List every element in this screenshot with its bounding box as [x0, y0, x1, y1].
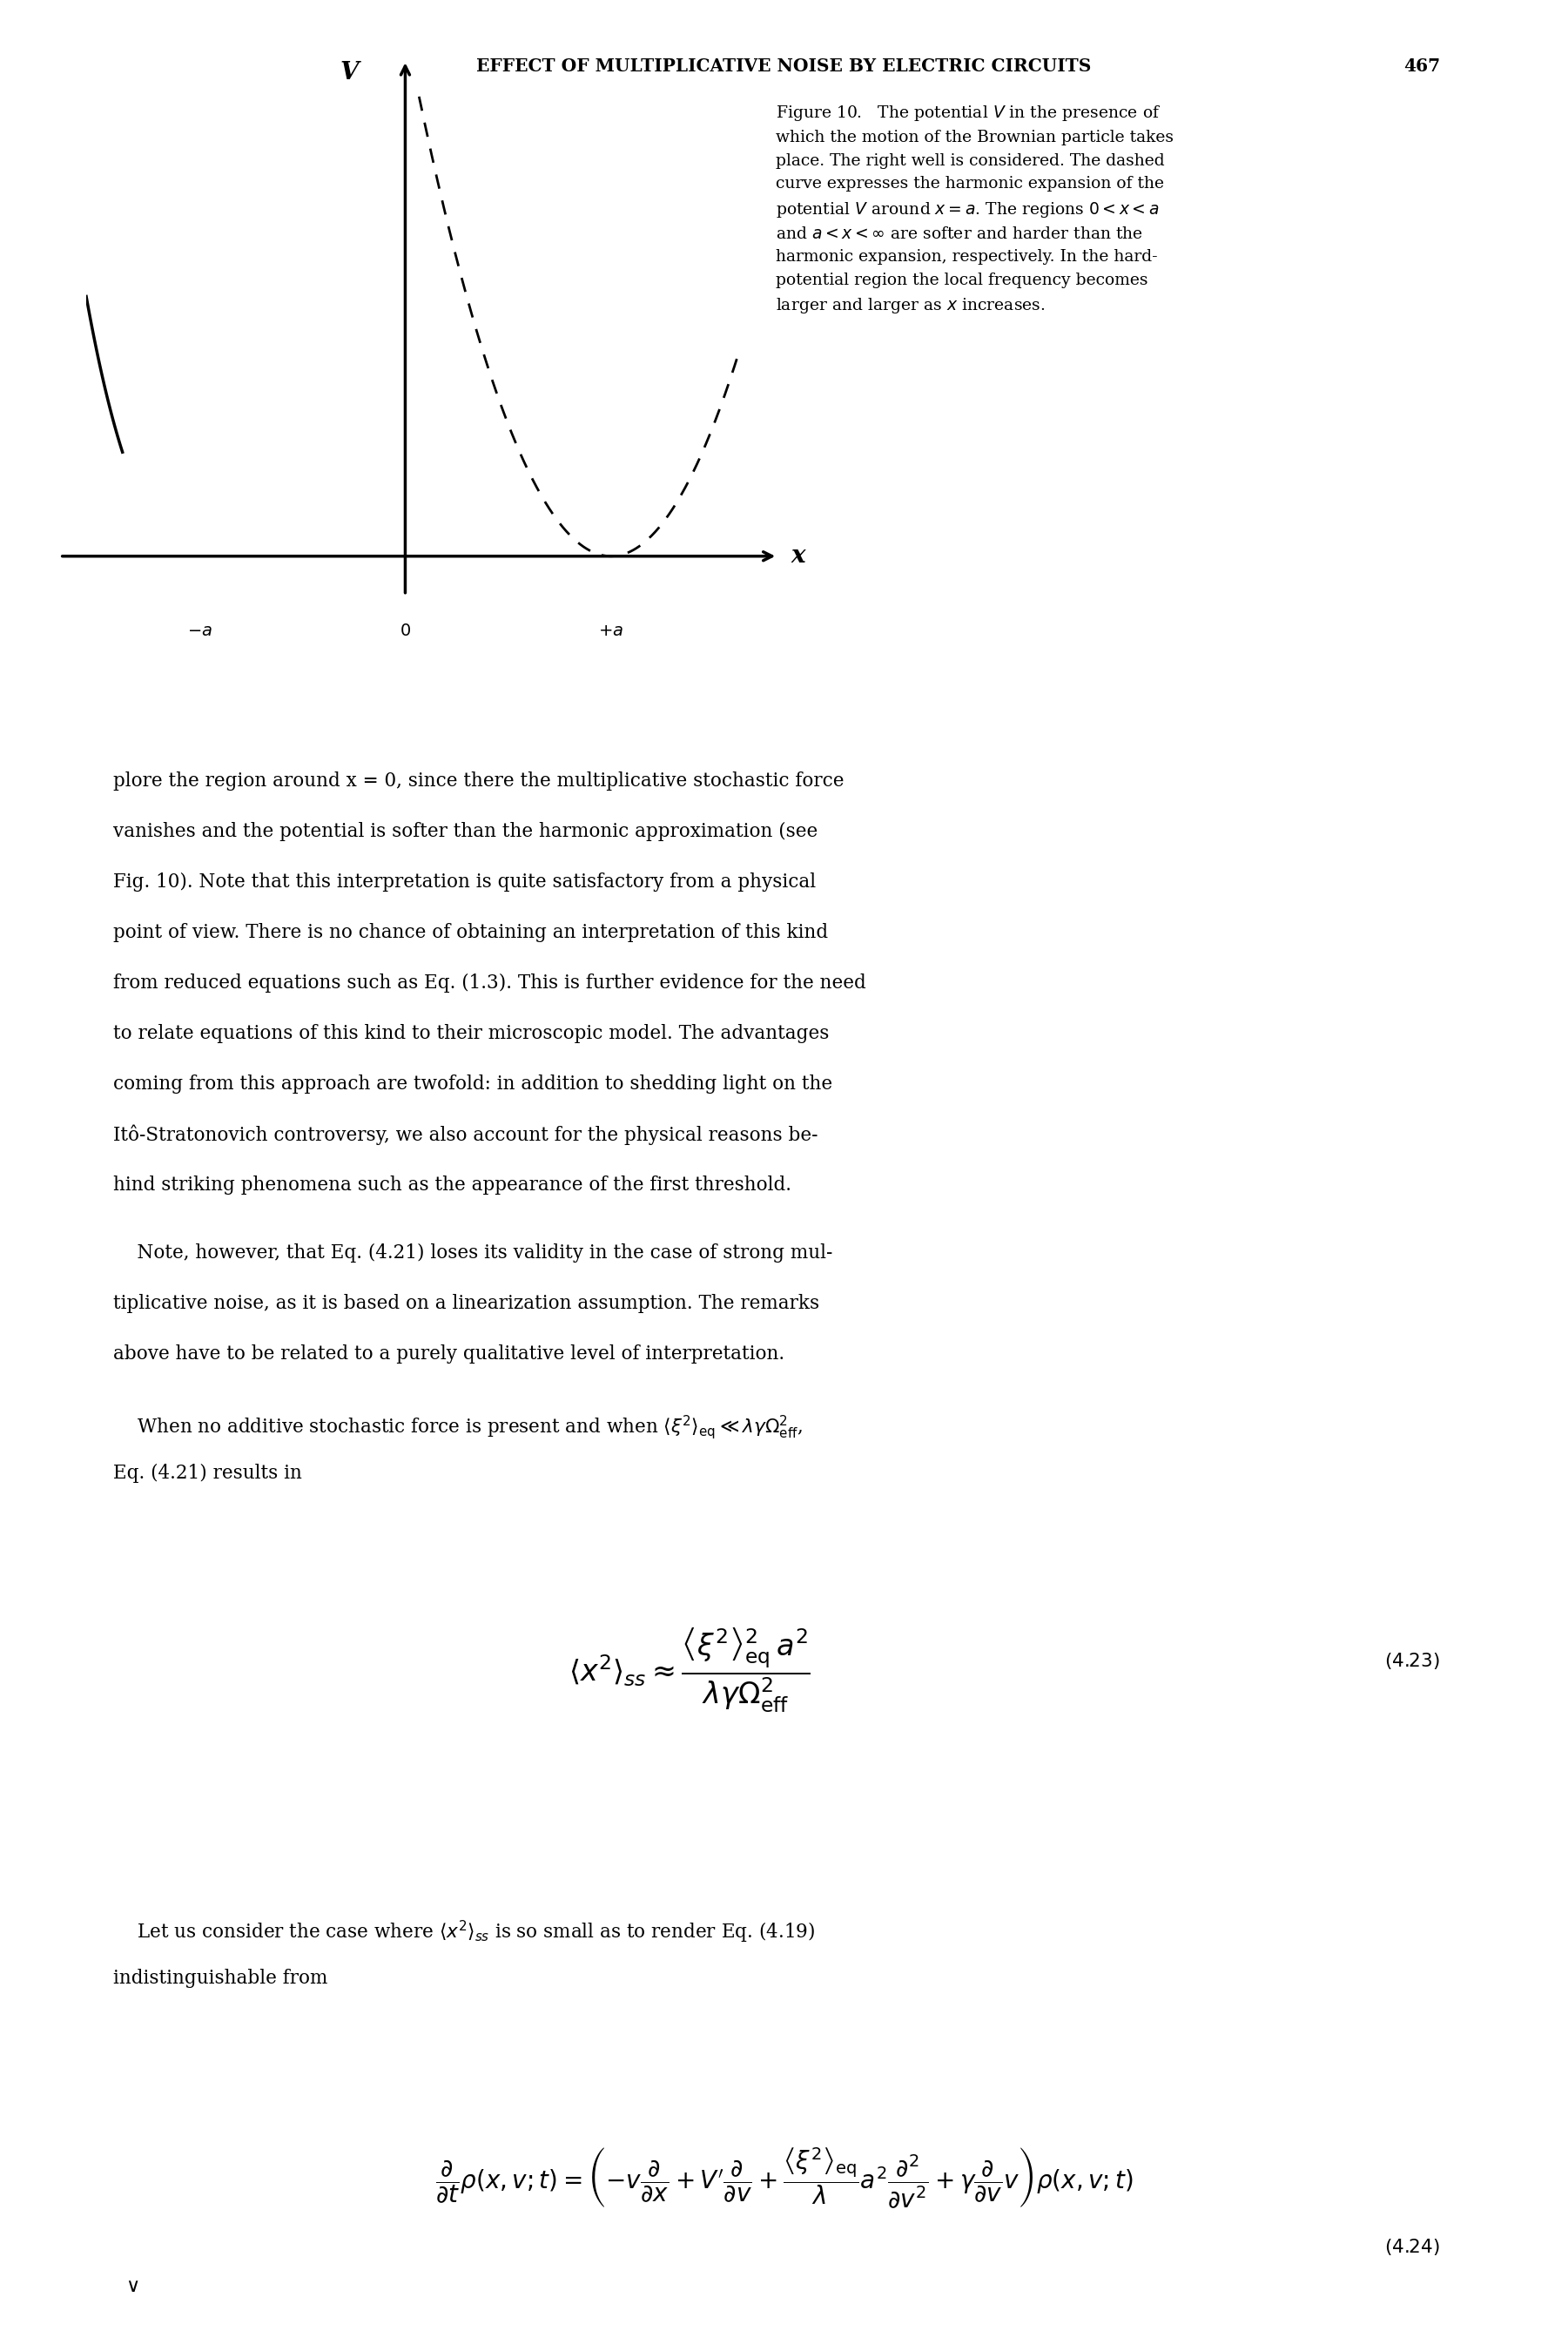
Text: $(4.24)$: $(4.24)$ [1385, 2236, 1439, 2257]
Text: x: x [790, 545, 806, 569]
Text: above have to be related to a purely qualitative level of interpretation.: above have to be related to a purely qua… [113, 1345, 784, 1364]
Text: hind striking phenomena such as the appearance of the first threshold.: hind striking phenomena such as the appe… [113, 1176, 792, 1194]
Text: $0$: $0$ [400, 623, 411, 639]
Text: point of view. There is no chance of obtaining an interpretation of this kind: point of view. There is no chance of obt… [113, 922, 828, 943]
Text: $+a$: $+a$ [599, 623, 624, 639]
Text: 467: 467 [1403, 59, 1439, 75]
Text: $-a$: $-a$ [187, 623, 212, 639]
Text: $(4.23)$: $(4.23)$ [1385, 1650, 1439, 1672]
Text: Figure 10.   The potential $V$ in the presence of
which the motion of the Browni: Figure 10. The potential $V$ in the pres… [776, 103, 1174, 315]
Text: plore the region around x = 0, since there the multiplicative stochastic force: plore the region around x = 0, since the… [113, 771, 844, 790]
Text: Let us consider the case where $\langle x^2\rangle_{ss}$ is so small as to rende: Let us consider the case where $\langle … [113, 1918, 815, 1944]
Text: $\vee$: $\vee$ [125, 2278, 138, 2297]
Text: coming from this approach are twofold: in addition to shedding light on the: coming from this approach are twofold: i… [113, 1074, 833, 1093]
Text: EFFECT OF MULTIPLICATIVE NOISE BY ELECTRIC CIRCUITS: EFFECT OF MULTIPLICATIVE NOISE BY ELECTR… [477, 59, 1091, 75]
Text: $\dfrac{\partial}{\partial t}\rho(x,v;t) = \left(-v\dfrac{\partial}{\partial x} : $\dfrac{\partial}{\partial t}\rho(x,v;t)… [434, 2146, 1134, 2210]
Text: Eq. (4.21) results in: Eq. (4.21) results in [113, 1465, 301, 1483]
Text: When no additive stochastic force is present and when $\langle\xi^2\rangle_{\mat: When no additive stochastic force is pre… [113, 1413, 803, 1441]
Text: Itô-Stratonovich controversy, we also account for the physical reasons be-: Itô-Stratonovich controversy, we also ac… [113, 1124, 817, 1145]
Text: from reduced equations such as Eq. (1.3). This is further evidence for the need: from reduced equations such as Eq. (1.3)… [113, 973, 866, 992]
Text: tiplicative noise, as it is based on a linearization assumption. The remarks: tiplicative noise, as it is based on a l… [113, 1295, 818, 1314]
Text: Fig. 10). Note that this interpretation is quite satisfactory from a physical: Fig. 10). Note that this interpretation … [113, 872, 815, 891]
Text: vanishes and the potential is softer than the harmonic approximation (see: vanishes and the potential is softer tha… [113, 823, 817, 842]
Text: indistinguishable from: indistinguishable from [113, 1970, 328, 1989]
Text: V: V [340, 61, 359, 85]
Text: Note, however, that Eq. (4.21) loses its validity in the case of strong mul-: Note, however, that Eq. (4.21) loses its… [113, 1244, 833, 1262]
Text: to relate equations of this kind to their microscopic model. The advantages: to relate equations of this kind to thei… [113, 1023, 829, 1044]
Text: $\left\langle x^2\right\rangle_{ss} \approx \dfrac{\left\langle\xi^2\right\rangl: $\left\langle x^2\right\rangle_{ss} \app… [569, 1625, 811, 1714]
